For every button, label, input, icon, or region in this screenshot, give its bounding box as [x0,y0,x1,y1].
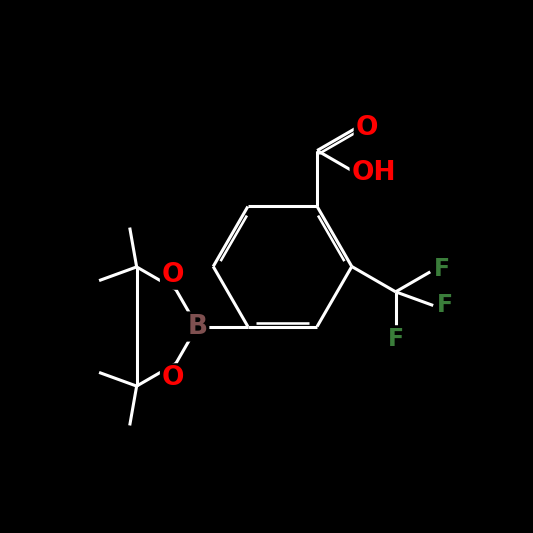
Text: O: O [162,365,184,391]
Text: F: F [434,257,450,281]
Text: O: O [162,262,184,288]
Text: F: F [387,327,403,351]
Text: F: F [437,294,453,318]
Text: O: O [356,115,378,141]
Text: OH: OH [352,160,396,186]
Text: B: B [187,313,207,340]
